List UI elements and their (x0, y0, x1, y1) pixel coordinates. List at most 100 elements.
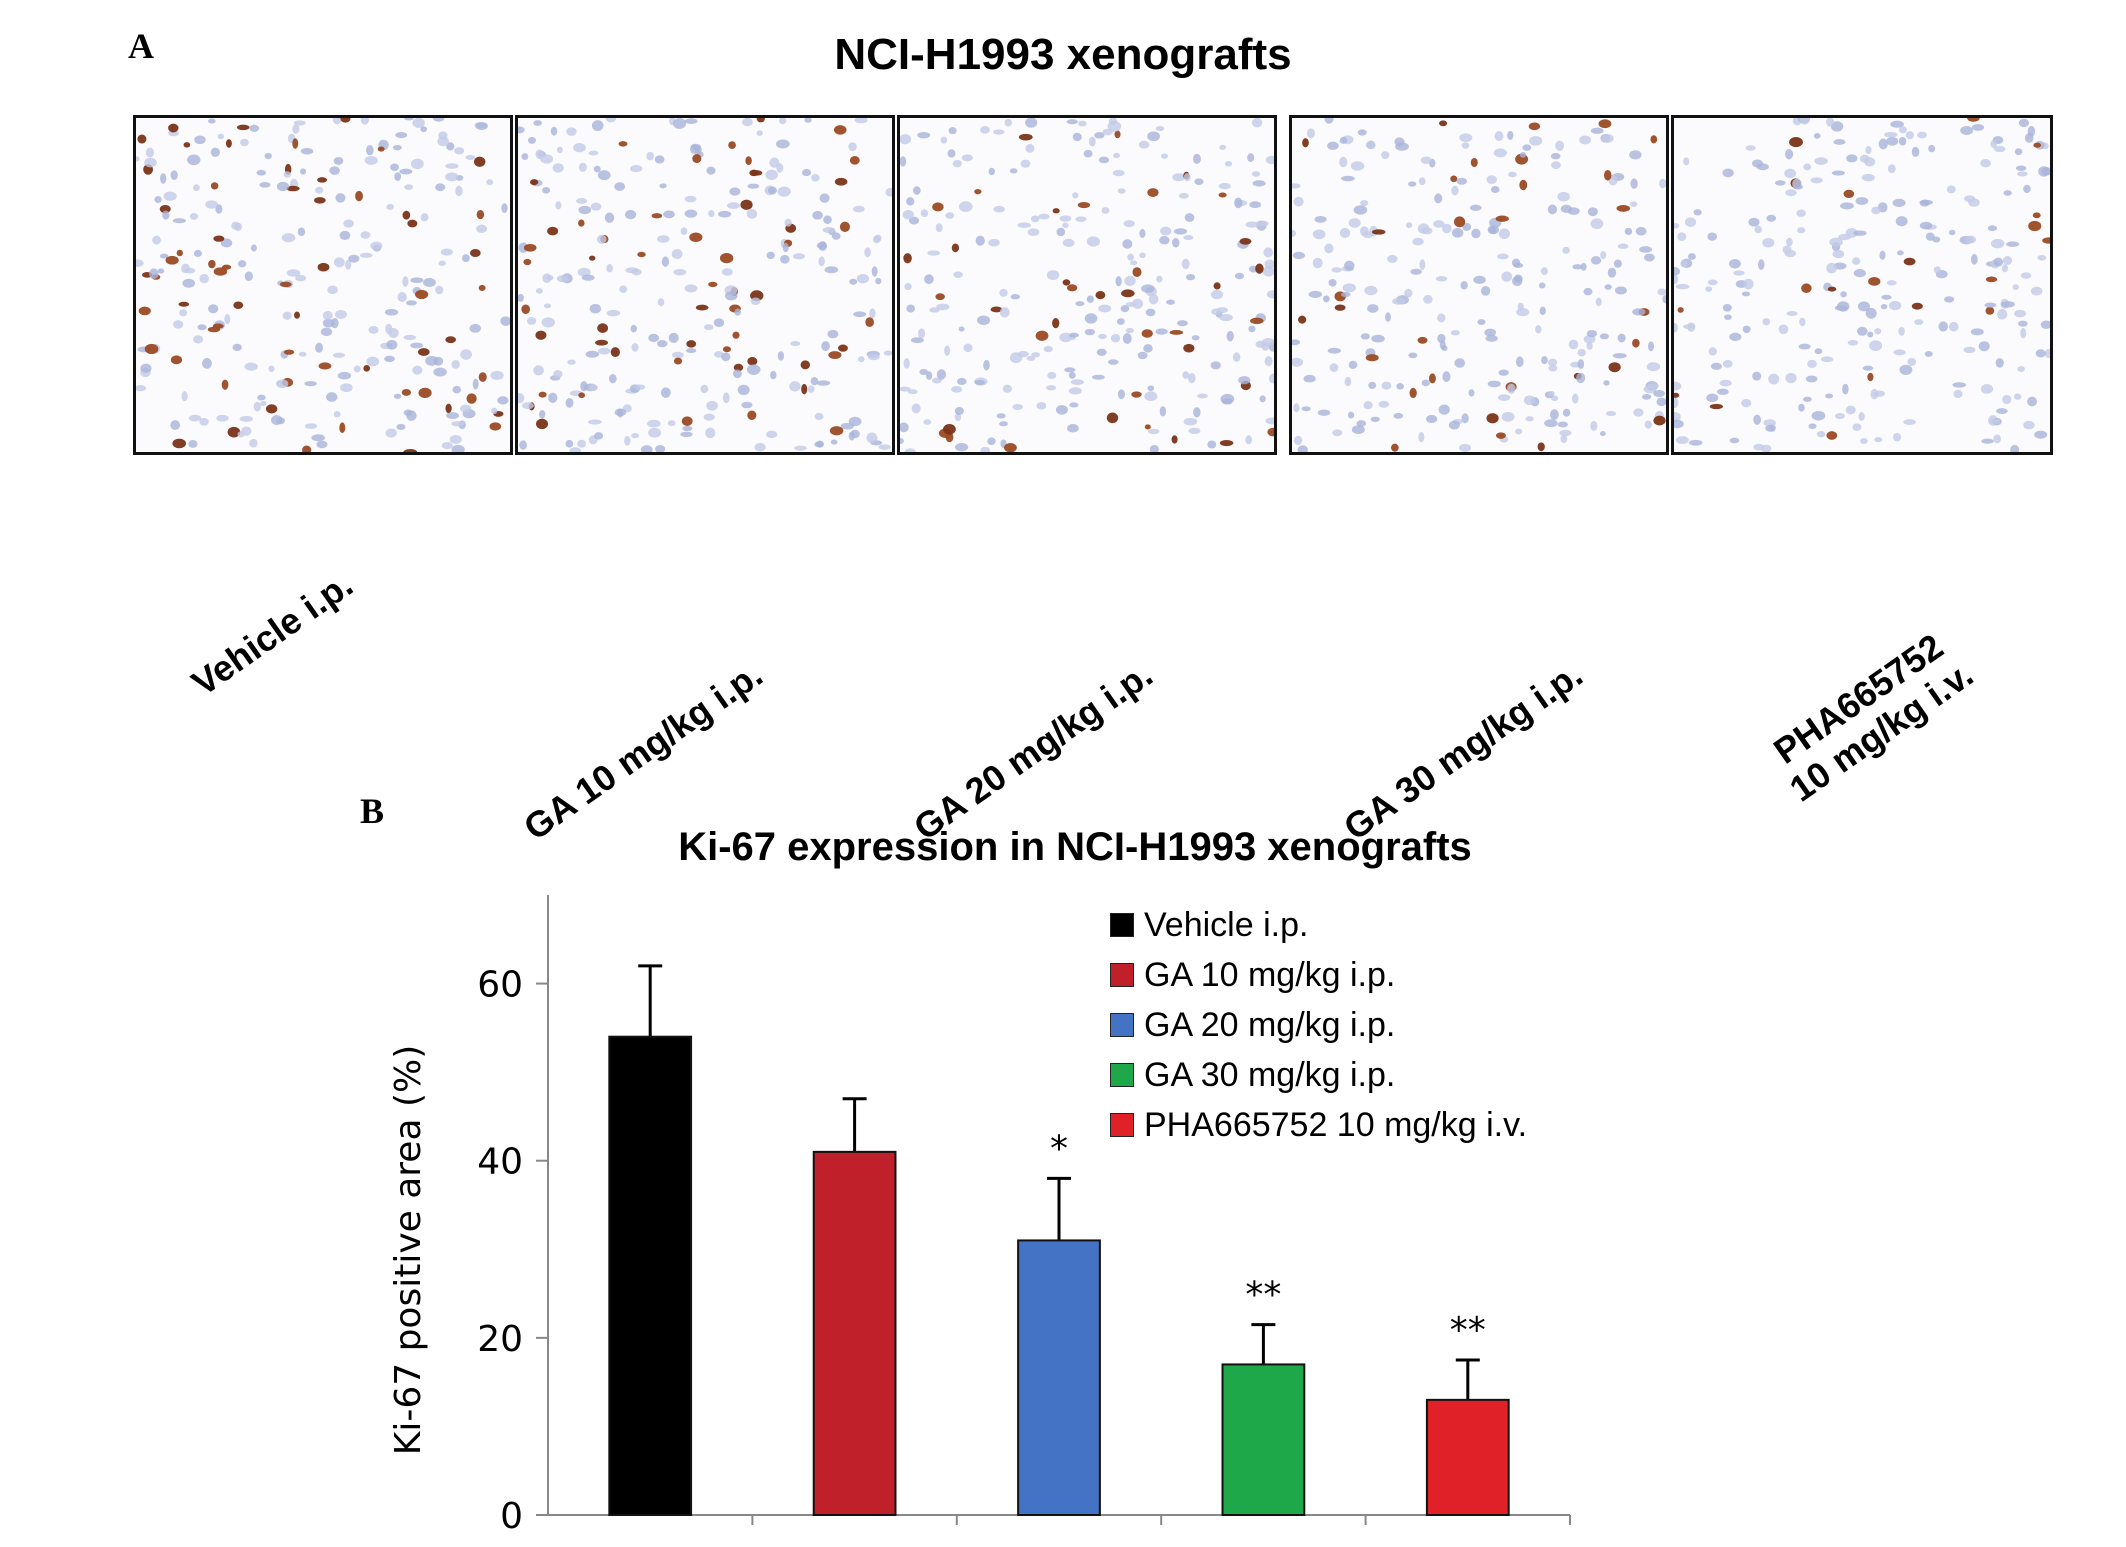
nucleus (173, 320, 184, 329)
nucleus (1799, 317, 1806, 327)
stained-nucleus (523, 243, 537, 252)
nucleus (1207, 440, 1217, 449)
nucleus (1498, 369, 1509, 376)
stained-nucleus (1528, 122, 1541, 131)
nucleus (237, 431, 245, 438)
nucleus (1344, 376, 1352, 387)
nucleus (1674, 323, 1678, 333)
nucleus (1364, 285, 1378, 296)
nucleus (816, 440, 824, 448)
stained-nucleus (1365, 354, 1379, 362)
nucleus (789, 381, 801, 392)
nucleus (657, 298, 665, 307)
nucleus (1874, 437, 1883, 443)
nucleus (1993, 257, 2004, 267)
nucleus (1990, 238, 2005, 249)
nucleus (1855, 197, 1869, 205)
nucleus (257, 394, 266, 401)
nucleus (451, 359, 460, 369)
nucleus (518, 393, 525, 404)
nucleus (1799, 118, 1810, 125)
nucleus (792, 253, 805, 260)
nucleus (947, 149, 956, 158)
nucleus (162, 210, 170, 220)
nucleus (1590, 421, 1598, 431)
nucleus (1187, 373, 1196, 384)
nucleus (756, 130, 763, 136)
stained-nucleus (213, 235, 225, 242)
nucleus (154, 195, 162, 204)
nucleus (614, 182, 626, 191)
nucleus (1786, 237, 1793, 247)
nucleus (590, 202, 602, 211)
nucleus (1980, 384, 1994, 394)
stained-nucleus (1066, 284, 1078, 292)
stained-nucleus (547, 226, 559, 236)
nucleus (1680, 260, 1688, 268)
nucleus (1810, 177, 1823, 184)
nucleus (1845, 405, 1856, 415)
nucleus (722, 392, 730, 404)
nucleus (1297, 445, 1308, 452)
nucleus (988, 238, 1000, 247)
nucleus (996, 413, 1006, 419)
nucleus (1562, 246, 1570, 254)
micrograph-vehicle (133, 115, 513, 455)
nucleus (1083, 149, 1093, 158)
nucleus (1096, 348, 1107, 356)
nucleus (591, 120, 604, 131)
nucleus (386, 203, 394, 210)
nucleus (533, 120, 543, 126)
nucleus (935, 223, 943, 233)
stained-nucleus (1650, 135, 1658, 144)
stained-nucleus (144, 343, 159, 355)
nucleus (830, 439, 838, 445)
nucleus (542, 273, 552, 283)
micrograph-ga30 (1289, 115, 1669, 455)
nucleus (1084, 328, 1096, 336)
nucleus (593, 165, 601, 173)
stained-nucleus (236, 124, 250, 131)
nucleus (406, 300, 417, 306)
nucleus (1674, 411, 1681, 422)
stained-nucleus (1827, 286, 1837, 292)
stained-nucleus (470, 248, 481, 258)
nucleus (451, 444, 465, 452)
stained-nucleus (1062, 279, 1071, 286)
nucleus (631, 433, 640, 439)
nucleus (1577, 359, 1585, 370)
nucleus (667, 420, 676, 427)
nucleus (1548, 364, 1558, 372)
nucleus (604, 212, 615, 223)
nucleus (2020, 272, 2032, 279)
stained-nucleus (732, 331, 740, 339)
nucleus (566, 127, 577, 136)
stained-nucleus (2028, 220, 2042, 232)
nucleus (179, 309, 188, 317)
nucleus (271, 414, 283, 426)
stained-nucleus (407, 219, 418, 228)
nucleus (1156, 275, 1163, 283)
nucleus (1635, 226, 1647, 236)
nucleus (779, 118, 787, 125)
nucleus (1408, 352, 1418, 359)
nucleus (1674, 266, 1681, 276)
nucleus (1586, 341, 1593, 350)
nucleus (987, 437, 996, 446)
nucleus (1814, 348, 1823, 355)
stained-nucleus (681, 416, 693, 426)
nucleus (249, 124, 260, 132)
nucleus (1249, 201, 1262, 209)
nucleus (1020, 159, 1031, 168)
nucleus (1166, 299, 1176, 305)
nucleus (1590, 256, 1602, 265)
stained-nucleus (597, 323, 609, 333)
nucleus (904, 448, 916, 452)
nucleus (1456, 177, 1468, 185)
stained-nucleus (1018, 133, 1033, 141)
stained-nucleus (1537, 442, 1545, 452)
nucleus (2027, 396, 2038, 407)
stained-nucleus (1132, 267, 1142, 278)
nucleus (1350, 161, 1365, 171)
legend-label: GA 20 mg/kg i.p. (1144, 1005, 1396, 1044)
